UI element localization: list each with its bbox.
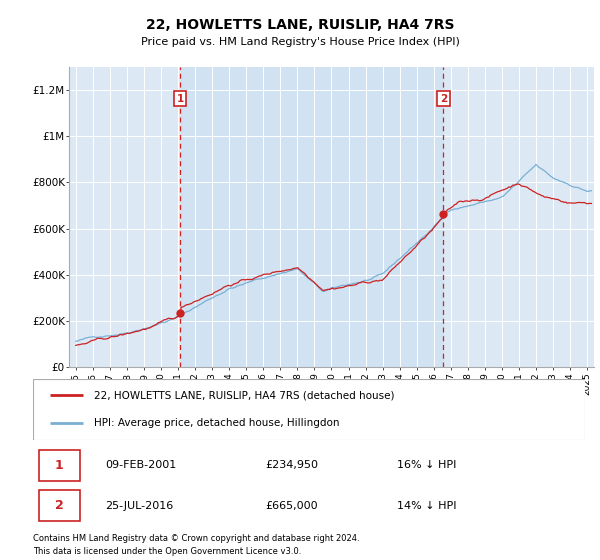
FancyBboxPatch shape <box>33 379 585 440</box>
Text: 22, HOWLETTS LANE, RUISLIP, HA4 7RS: 22, HOWLETTS LANE, RUISLIP, HA4 7RS <box>146 18 454 32</box>
Text: £665,000: £665,000 <box>265 501 317 511</box>
FancyBboxPatch shape <box>38 491 80 521</box>
Text: HPI: Average price, detached house, Hillingdon: HPI: Average price, detached house, Hill… <box>94 418 339 428</box>
Text: 14% ↓ HPI: 14% ↓ HPI <box>397 501 457 511</box>
Text: £234,950: £234,950 <box>265 460 318 470</box>
Text: Price paid vs. HM Land Registry's House Price Index (HPI): Price paid vs. HM Land Registry's House … <box>140 37 460 47</box>
Text: 09-FEB-2001: 09-FEB-2001 <box>105 460 176 470</box>
Text: This data is licensed under the Open Government Licence v3.0.: This data is licensed under the Open Gov… <box>33 547 301 556</box>
Text: 1: 1 <box>55 459 64 472</box>
FancyBboxPatch shape <box>38 450 80 480</box>
Text: 16% ↓ HPI: 16% ↓ HPI <box>397 460 457 470</box>
Text: 2: 2 <box>440 94 447 104</box>
Text: 1: 1 <box>176 94 184 104</box>
Text: 2: 2 <box>55 499 64 512</box>
Text: 25-JUL-2016: 25-JUL-2016 <box>105 501 173 511</box>
Text: 22, HOWLETTS LANE, RUISLIP, HA4 7RS (detached house): 22, HOWLETTS LANE, RUISLIP, HA4 7RS (det… <box>94 390 394 400</box>
Text: Contains HM Land Registry data © Crown copyright and database right 2024.: Contains HM Land Registry data © Crown c… <box>33 534 359 543</box>
